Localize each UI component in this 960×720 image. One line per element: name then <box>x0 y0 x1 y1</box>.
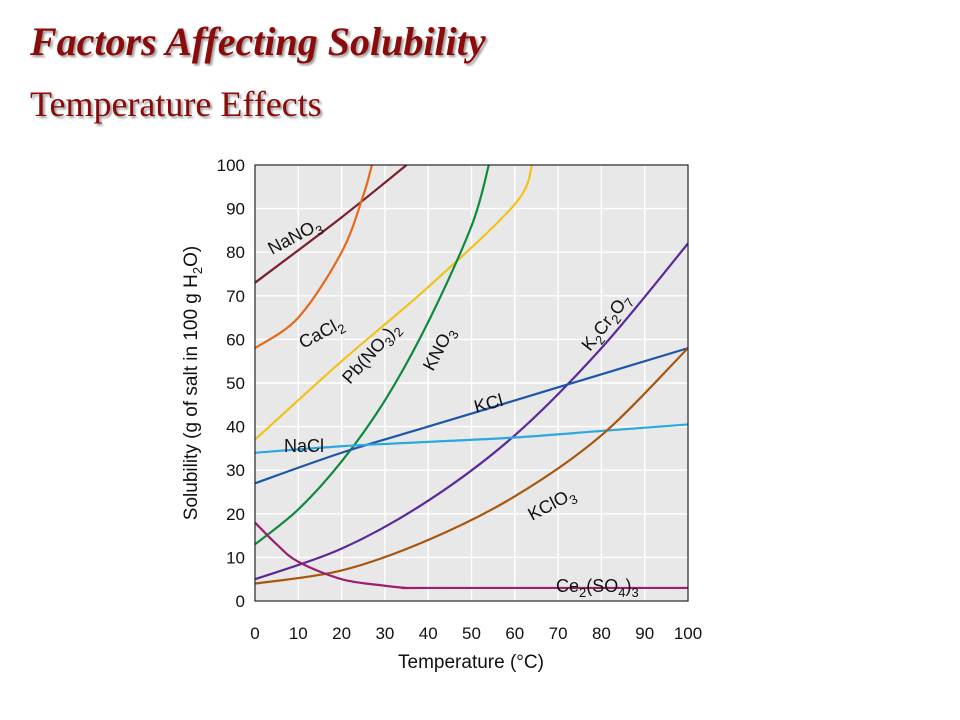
x-tick-label: 100 <box>674 624 702 643</box>
series-line-nacl <box>255 423 688 454</box>
x-tick-label: 10 <box>289 624 308 643</box>
x-tick-label: 20 <box>332 624 351 643</box>
series-line-k2cr2o7 <box>255 242 688 581</box>
series-group <box>255 165 688 590</box>
curve-label-k2cr2o7: K2Cr2O7 <box>577 290 637 357</box>
slide-subtitle: Temperature Effects <box>30 84 322 124</box>
y-tick-label: 20 <box>226 505 245 524</box>
y-tick-label: 100 <box>217 156 245 175</box>
y-tick-label: 50 <box>226 374 245 393</box>
series-line-kcl <box>255 347 688 485</box>
x-tick-label: 30 <box>375 624 394 643</box>
tick-labels: 0 10 20 30 40 50 60 70 80 90 100 0 10 20 30 40 50 60 70 80 9… <box>217 156 703 643</box>
series-line-pb-no3-2 <box>255 165 534 441</box>
x-tick-label: 90 <box>635 624 654 643</box>
x-tick-label: 50 <box>462 624 481 643</box>
curve-label-ce2-so4-3: Ce2(SO4)3 <box>556 576 639 600</box>
y-tick-label: 30 <box>226 461 245 480</box>
slide-title: Factors Affecting Solubility <box>30 19 486 64</box>
y-tick-label: 40 <box>226 418 245 437</box>
x-tick-label: 70 <box>549 624 568 643</box>
series-line-ce2-so4-3 <box>255 521 688 590</box>
curve-label-nacl: NaCl <box>284 436 324 456</box>
y-tick-label: 80 <box>226 243 245 262</box>
y-tick-label: 70 <box>226 287 245 306</box>
y-tick-label: 0 <box>236 592 245 611</box>
x-tick-label: 40 <box>419 624 438 643</box>
y-tick-label: 10 <box>226 548 245 567</box>
x-axis-label: Temperature (°C) <box>398 652 544 673</box>
x-tick-label: 80 <box>592 624 611 643</box>
series-line-cacl2 <box>255 165 373 350</box>
y-tick-label: 60 <box>226 330 245 349</box>
series-line-nano3 <box>255 165 408 284</box>
series-line-kno3 <box>255 165 490 546</box>
plot-frame <box>254 164 689 602</box>
y-tick-label: 90 <box>226 200 245 219</box>
x-tick-label: 0 <box>250 624 259 643</box>
series-line-kclo3 <box>255 347 688 585</box>
y-axis-label: Solubility (g of salt in 100 g H2O) <box>181 246 205 520</box>
x-tick-label: 60 <box>505 624 524 643</box>
